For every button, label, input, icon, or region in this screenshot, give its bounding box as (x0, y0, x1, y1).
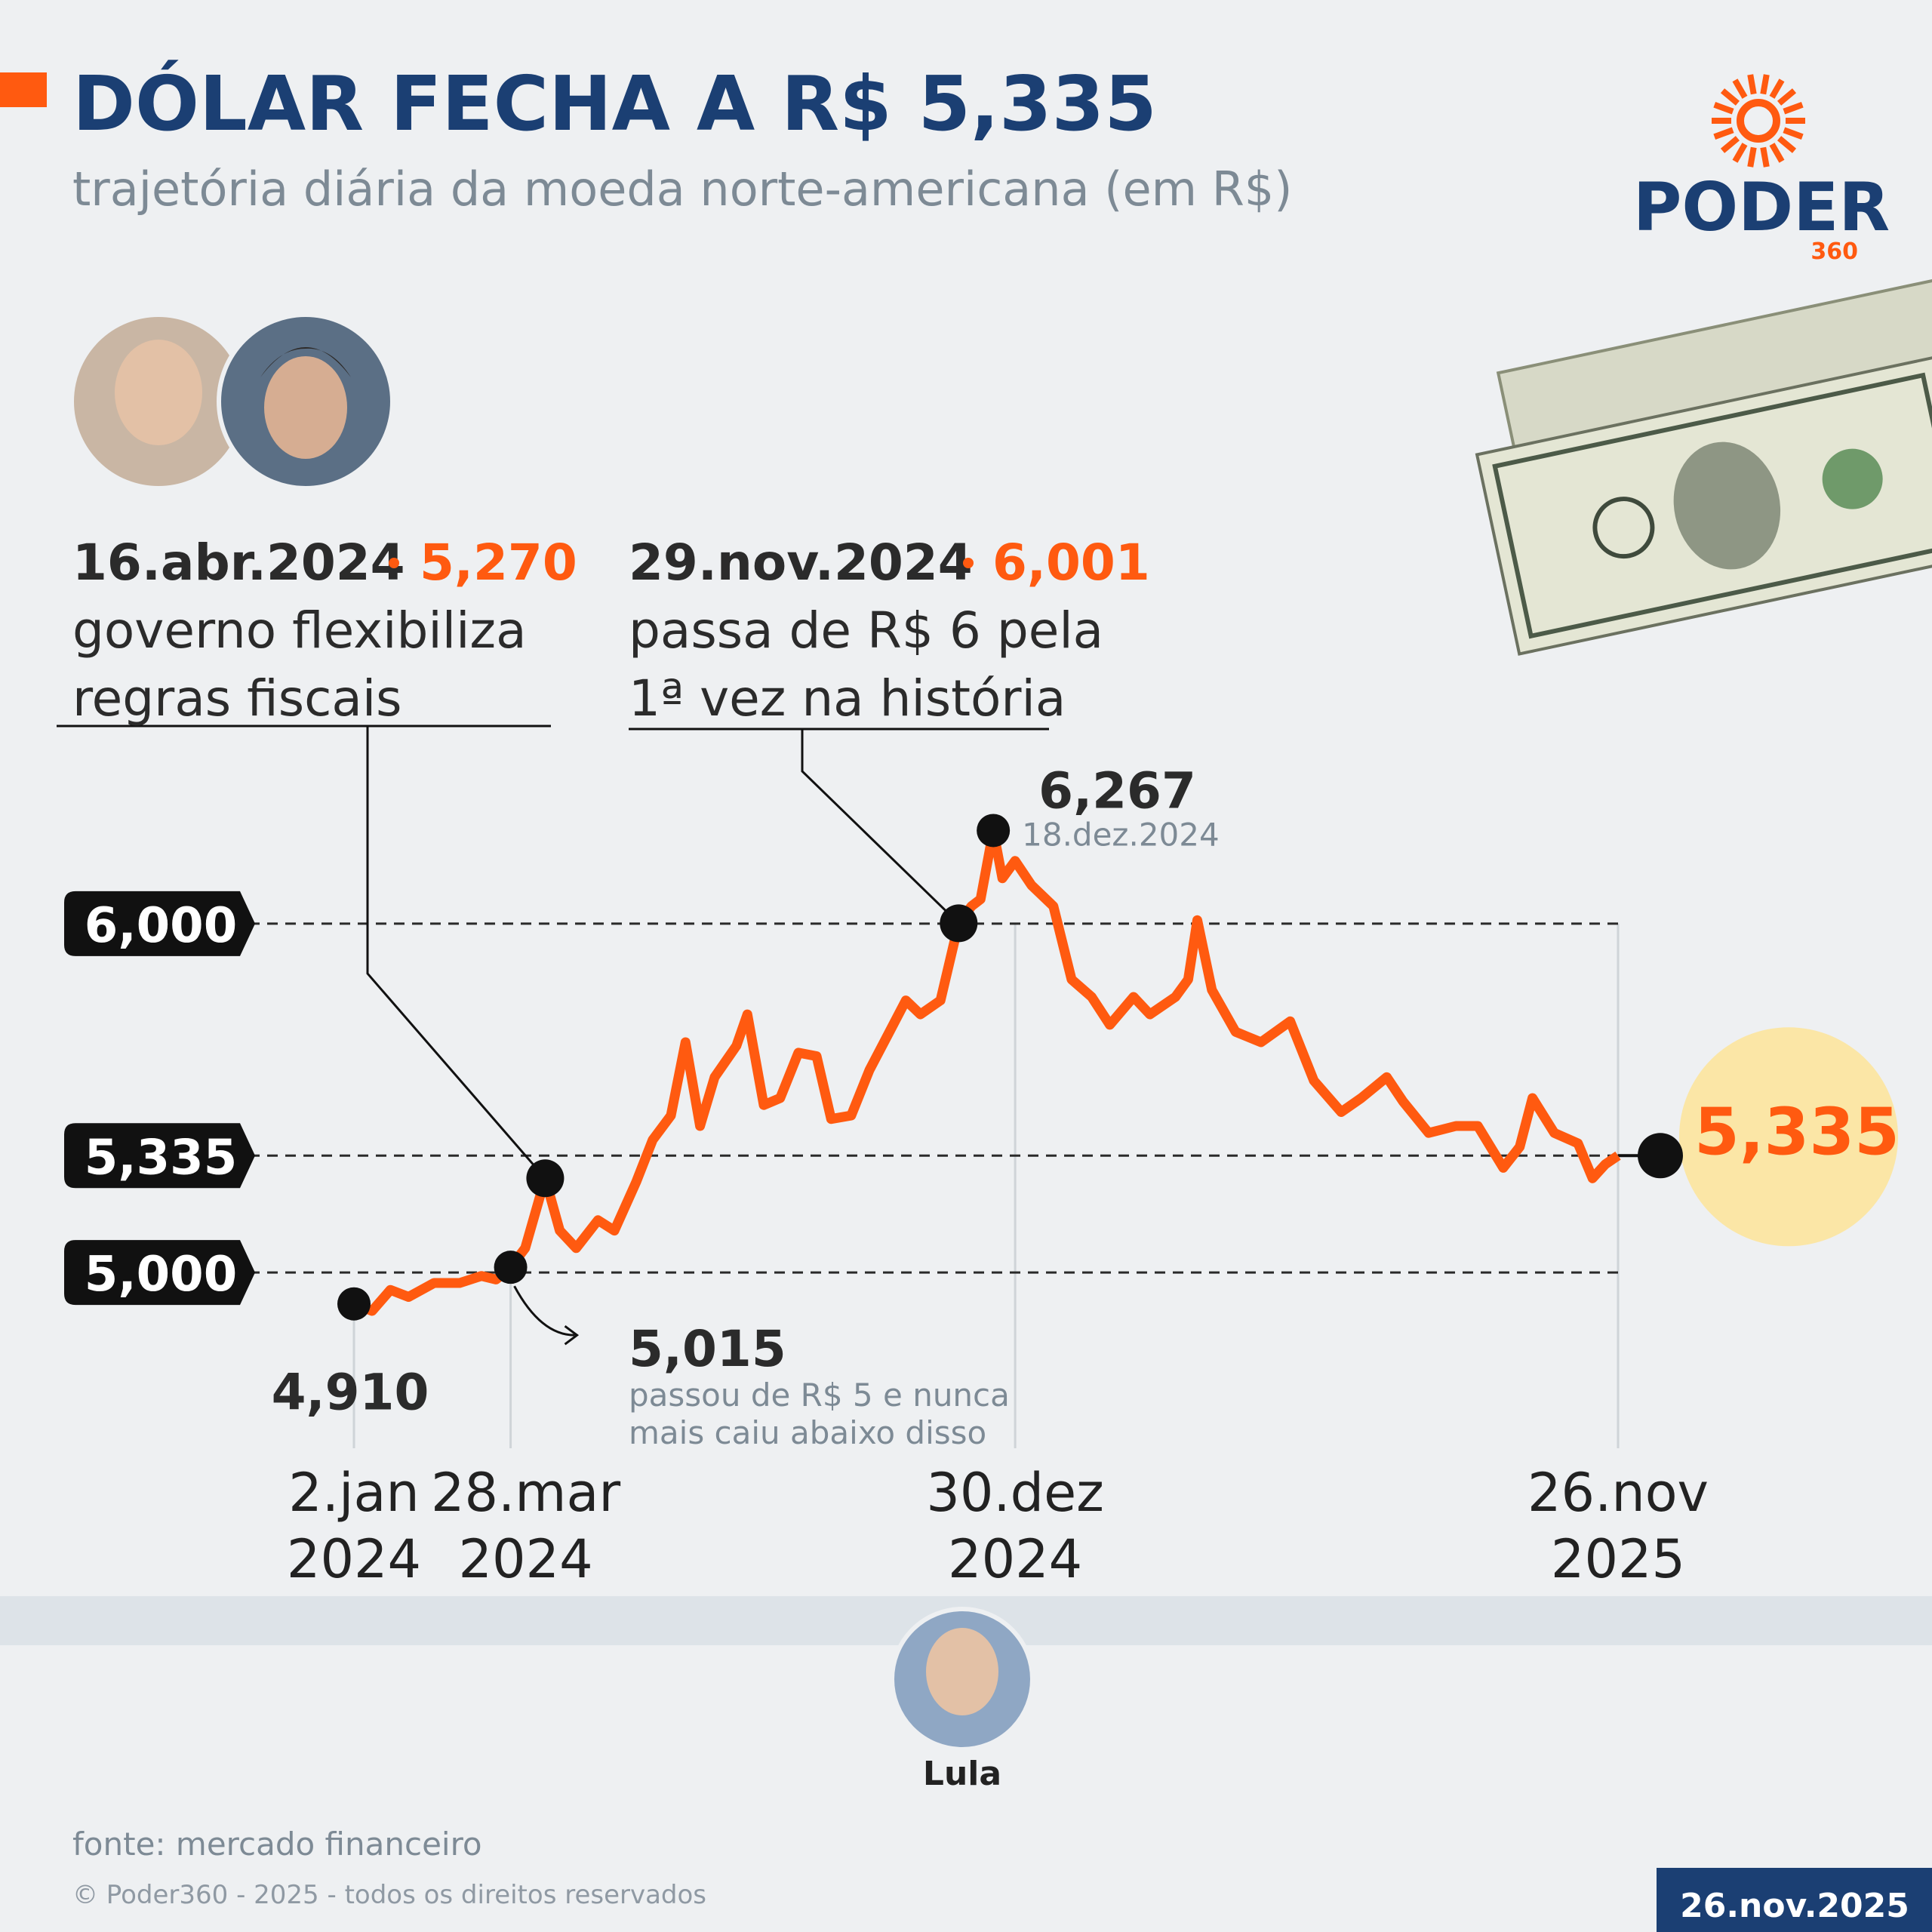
logo-ray (1783, 102, 1804, 115)
annotation-dot (940, 904, 978, 943)
x-tick-label: 26.nov (1527, 1462, 1709, 1524)
logo-ray (1769, 143, 1785, 163)
logo-ray (1783, 127, 1804, 140)
annotation-text: passou de R$ 5 e nunca (629, 1377, 1010, 1414)
date-box (1657, 1868, 1932, 1932)
logo-ray (1713, 127, 1734, 140)
logo-ray (1769, 78, 1785, 99)
logo (1712, 74, 1805, 168)
annotation-value: 5,270 (420, 534, 577, 592)
logo-ray (1777, 88, 1797, 106)
annotation-text: governo flexibiliza (72, 601, 527, 660)
annotation-arrowhead (564, 1324, 580, 1346)
logo-sub: 360 (1810, 238, 1858, 265)
annotation-dot (526, 1159, 565, 1198)
logo-ray (1732, 143, 1748, 163)
logo-ring (1737, 99, 1780, 143)
x-tick-label: 30.dez (926, 1462, 1104, 1524)
end-dot (1638, 1133, 1683, 1179)
y-tick-pill (64, 1123, 255, 1189)
annotation-arrow (513, 1285, 575, 1337)
annotation-text: regras fiscais (72, 669, 402, 728)
portrait-face (264, 356, 347, 459)
dollar-bills (1475, 277, 1932, 656)
subtitle: trajetória diária da moeda norte-america… (72, 162, 1292, 217)
annotation-dot (337, 1287, 371, 1321)
x-tick-label: 2.jan (288, 1462, 420, 1524)
x-tick-label: 28.mar (431, 1462, 620, 1524)
annotation-value: 4,910 (272, 1364, 429, 1422)
bill-border (1492, 372, 1932, 639)
logo-text: PODER (1633, 168, 1890, 246)
leader-line (801, 729, 960, 924)
logo-ray (1720, 88, 1740, 106)
annotation-value: 5,015 (629, 1320, 786, 1378)
portrait-face (926, 1628, 998, 1715)
title: DÓLAR FECHA A R$ 5,335 (72, 60, 1157, 148)
title-mark (0, 72, 47, 107)
separator (389, 558, 399, 568)
logo-ray (1760, 74, 1770, 95)
logo-ray (1760, 146, 1770, 168)
logo-ray (1747, 146, 1757, 168)
copyright: © Poder360 - 2025 - todos os direitos re… (72, 1880, 706, 1910)
annotation-text: passa de R$ 6 pela (629, 601, 1103, 660)
logo-ray (1713, 102, 1734, 115)
separator (963, 558, 974, 568)
date: 26.nov.2025 (1680, 1887, 1909, 1925)
annotation-date: 16.abr.2024 (72, 534, 405, 592)
annotation-dot (494, 1251, 528, 1284)
end-label: 5,335 (1694, 1094, 1900, 1170)
source: fonte: mercado financeiro (72, 1826, 482, 1863)
annotation-value: 6,267 (1038, 761, 1196, 820)
x-tick-label: 2024 (948, 1528, 1082, 1590)
x-tick-label: 2024 (287, 1528, 421, 1590)
timeline-label: Lula (923, 1755, 1001, 1793)
logo-ray (1747, 74, 1757, 95)
annotation-date: 18.dez.2024 (1022, 816, 1220, 853)
annotation-value: 6,001 (992, 534, 1150, 592)
annotation-text: mais caiu abaixo disso (629, 1414, 986, 1451)
logo-ray (1720, 136, 1740, 153)
annotation-dot (977, 814, 1011, 848)
y-tick-pill (64, 1240, 255, 1306)
bill-seal (1592, 497, 1655, 559)
logo-ray (1777, 136, 1797, 153)
x-tick-label: 2025 (1551, 1528, 1685, 1590)
y-tick-label: 5,335 (85, 1130, 237, 1186)
portrait-hair (260, 347, 351, 377)
end-highlight (1679, 1027, 1898, 1247)
logo-rays (1712, 74, 1805, 168)
portrait-face (115, 340, 202, 445)
chart: 2.jan202428.mar202430.dez202426.nov20255… (57, 534, 1900, 1590)
annotation-text: 1ª vez na história (629, 669, 1066, 728)
x-tick-label: 2024 (458, 1528, 592, 1590)
annotation-date: 29.nov.2024 (629, 534, 973, 592)
leader-line (366, 726, 546, 1180)
logo-ray (1732, 78, 1748, 99)
y-tick-pill (64, 891, 255, 956)
bill-portrait (1673, 441, 1781, 570)
y-tick-label: 6,000 (85, 898, 237, 954)
bill-seal-green (1822, 448, 1883, 509)
portraits (69, 312, 395, 491)
y-tick-label: 5,000 (85, 1247, 237, 1303)
